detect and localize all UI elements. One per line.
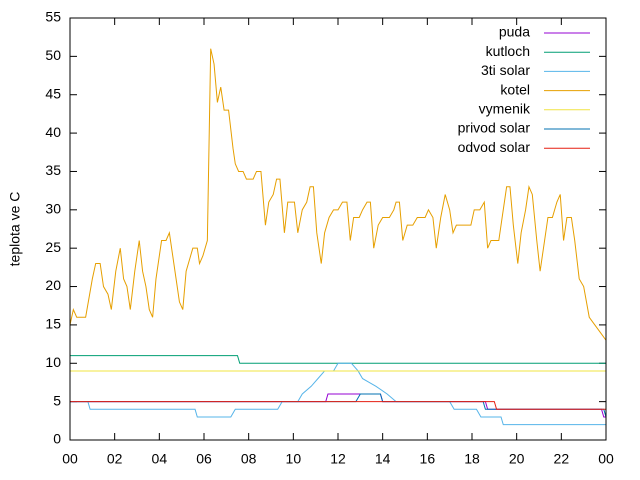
series-line (70, 393, 606, 418)
y-tick-label: 55 (45, 9, 61, 25)
y-tick-label: 35 (45, 162, 61, 178)
x-tick-label: 10 (286, 451, 302, 467)
x-tick-label: 04 (152, 451, 168, 467)
y-tick-label: 40 (45, 124, 61, 140)
x-tick-label: 22 (554, 451, 570, 467)
series-line (70, 401, 606, 410)
y-tick-label: 0 (53, 431, 61, 447)
x-tick-label: 06 (196, 451, 212, 467)
legend-label: puda (499, 24, 530, 40)
y-tick-label: 30 (45, 201, 61, 217)
plot-border (69, 17, 607, 441)
y-tick-label: 20 (45, 277, 61, 293)
x-tick-label: 00 (598, 451, 614, 467)
x-tick-label: 02 (107, 451, 123, 467)
legend-label: 3ti solar (481, 62, 530, 78)
y-tick-label: 15 (45, 316, 61, 332)
legend-label: kotel (500, 81, 530, 97)
legend-label: vymenik (479, 101, 531, 117)
y-tick-label: 50 (45, 47, 61, 63)
legend-label: odvod solar (458, 139, 531, 155)
y-tick-label: 5 (53, 392, 61, 408)
x-tick-label: 14 (375, 451, 391, 467)
y-tick-label: 25 (45, 239, 61, 255)
x-tick-label: 18 (464, 451, 480, 467)
series-line (70, 355, 606, 364)
x-tick-label: 08 (241, 451, 257, 467)
x-tick-label: 20 (509, 451, 525, 467)
series-line (69, 48, 607, 341)
x-tick-label: 16 (420, 451, 436, 467)
x-tick-label: 12 (330, 451, 346, 467)
y-axis-label: teplota ve C (7, 192, 23, 267)
x-tick-label: 00 (62, 451, 78, 467)
legend-label: kutloch (486, 43, 530, 59)
legend-label: privod solar (458, 120, 531, 136)
y-tick-label: 10 (45, 354, 61, 370)
series-line (70, 393, 607, 418)
y-tick-label: 45 (45, 85, 61, 101)
